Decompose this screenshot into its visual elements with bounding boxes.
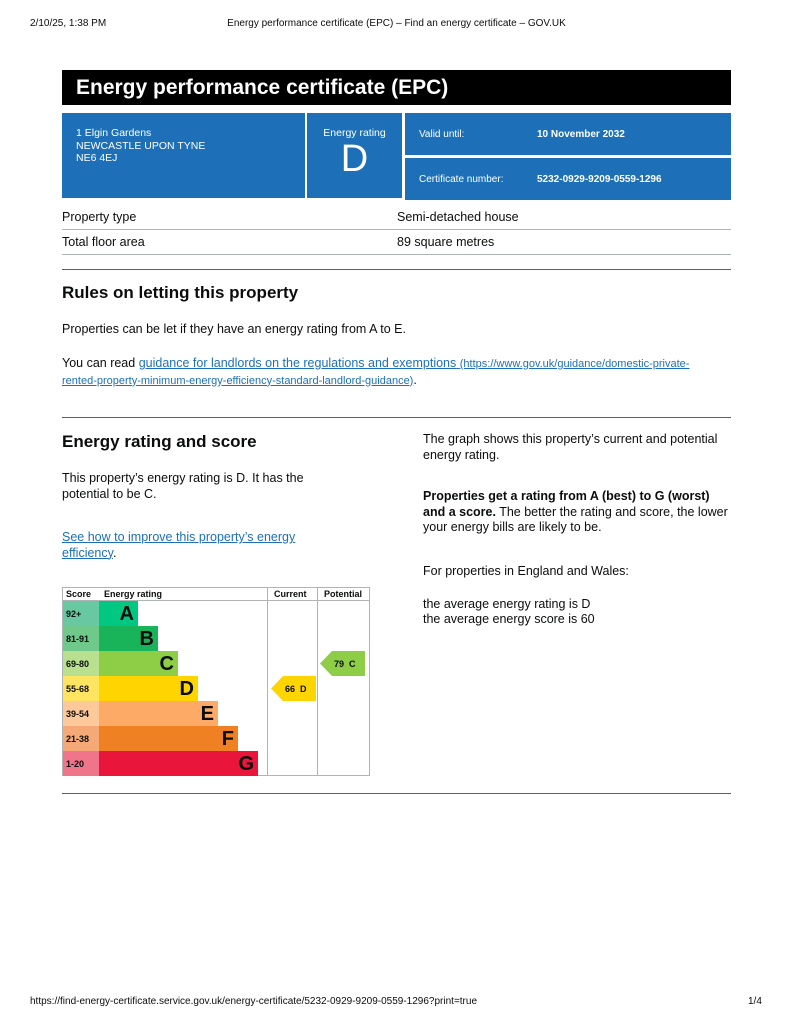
energy-rating-box: Energy rating D bbox=[307, 113, 402, 198]
current-rating-arrow: 66 D bbox=[271, 676, 316, 701]
average-score: the average energy score is 60 bbox=[423, 612, 595, 626]
energy-rating-label: Energy rating bbox=[323, 127, 386, 139]
average-rating: the average energy rating is D bbox=[423, 597, 591, 611]
print-datetime: 2/10/25, 1:38 PM bbox=[30, 18, 107, 29]
page-title: Energy performance certificate (EPC) bbox=[62, 70, 731, 105]
column-divider bbox=[267, 588, 268, 775]
page-number: 1/4 bbox=[748, 996, 762, 1007]
valid-until: Valid until: 10 November 2032 bbox=[405, 113, 731, 155]
score-cell-G: 1-20 bbox=[63, 751, 99, 776]
score-cell-B: 81-91 bbox=[63, 626, 99, 651]
print-url: https://find-energy-certificate.service.… bbox=[30, 996, 478, 1007]
row-key: Total floor area bbox=[62, 235, 145, 249]
link-url: (https://www.gov.uk/guidance/domestic-pr… bbox=[62, 358, 690, 387]
text: . bbox=[112, 545, 117, 560]
text: The better the rating and score, the low… bbox=[423, 504, 728, 535]
energy-rating-value: D bbox=[340, 138, 369, 180]
band-bar-F: F bbox=[99, 726, 238, 751]
row-value: Semi-detached house bbox=[397, 210, 519, 224]
address-line: NEWCASTLE UPON TYNE bbox=[76, 139, 206, 152]
rating-text: This property’s energy rating is D. It h… bbox=[62, 471, 304, 501]
property-type-row: Property type Semi-detached house bbox=[62, 205, 731, 230]
region-text: For properties in England and Wales: bbox=[423, 564, 629, 578]
band-bar-C: C bbox=[99, 651, 178, 676]
valid-value: 10 November 2032 bbox=[537, 128, 625, 140]
address-line: NE6 4EJ bbox=[76, 152, 118, 164]
score-cell-A: 92+ bbox=[63, 601, 99, 626]
address-line: 1 Elgin Gardens bbox=[76, 127, 152, 139]
certificate-number: Certificate number: 5232-0929-9209-0559-1… bbox=[405, 158, 731, 200]
score-cell-C: 69-80 bbox=[63, 651, 99, 676]
header-potential: Potential bbox=[324, 589, 363, 599]
bold-text: Properties get a rating from A (best) to… bbox=[423, 489, 710, 519]
graph-text: The graph shows this property’s current … bbox=[423, 432, 718, 462]
rules-guidance: You can read guidance for landlords on t… bbox=[62, 356, 722, 389]
potential-rating-arrow: 79 C bbox=[320, 651, 365, 676]
certificate-value: 5232-0929-9209-0559-1296 bbox=[537, 173, 662, 185]
score-cell-D: 55-68 bbox=[63, 676, 99, 701]
band-bar-D: D bbox=[99, 676, 198, 701]
score-cell-E: 39-54 bbox=[63, 701, 99, 726]
rating-heading: Energy rating and score bbox=[62, 432, 257, 451]
divider bbox=[62, 793, 731, 794]
band-bar-A: A bbox=[99, 601, 138, 626]
text: You can read bbox=[62, 356, 139, 370]
band-bar-E: E bbox=[99, 701, 218, 726]
energy-rating-chart: Score Energy rating Current Potential 92+ A 81… bbox=[62, 587, 370, 776]
print-title: Energy performance certificate (EPC) – F… bbox=[227, 18, 566, 29]
row-value: 89 square metres bbox=[397, 235, 495, 249]
rules-heading: Rules on letting this property bbox=[62, 283, 299, 302]
guidance-link[interactable]: guidance for landlords on the regulation… bbox=[62, 356, 689, 387]
link-text: guidance for landlords on the regulation… bbox=[138, 356, 457, 370]
floor-area-row: Total floor area 89 square metres bbox=[62, 230, 731, 255]
improve-paragraph: See how to improve this property’s energ… bbox=[62, 530, 332, 561]
column-divider bbox=[317, 588, 318, 775]
header-energy-rating: Energy rating bbox=[104, 589, 163, 599]
divider bbox=[62, 417, 731, 418]
header-current: Current bbox=[274, 589, 307, 599]
score-cell-F: 21-38 bbox=[63, 726, 99, 751]
valid-label: Valid until: bbox=[419, 128, 465, 140]
certificate-label: Certificate number: bbox=[419, 173, 504, 185]
band-bar-B: B bbox=[99, 626, 158, 651]
header-score: Score bbox=[66, 589, 92, 599]
text: . bbox=[413, 372, 417, 387]
improve-link[interactable]: See how to improve this property’s energ… bbox=[62, 530, 296, 560]
address-box: 1 Elgin Gardens NEWCASTLE UPON TYNE NE6 … bbox=[62, 113, 305, 198]
row-key: Property type bbox=[62, 210, 137, 224]
scale-text: Properties get a rating from A (best) to… bbox=[423, 489, 733, 536]
divider bbox=[62, 269, 731, 270]
header-rule bbox=[63, 600, 369, 601]
rules-text: Properties can be let if they have an en… bbox=[62, 322, 406, 336]
band-bar-G: G bbox=[99, 751, 258, 776]
